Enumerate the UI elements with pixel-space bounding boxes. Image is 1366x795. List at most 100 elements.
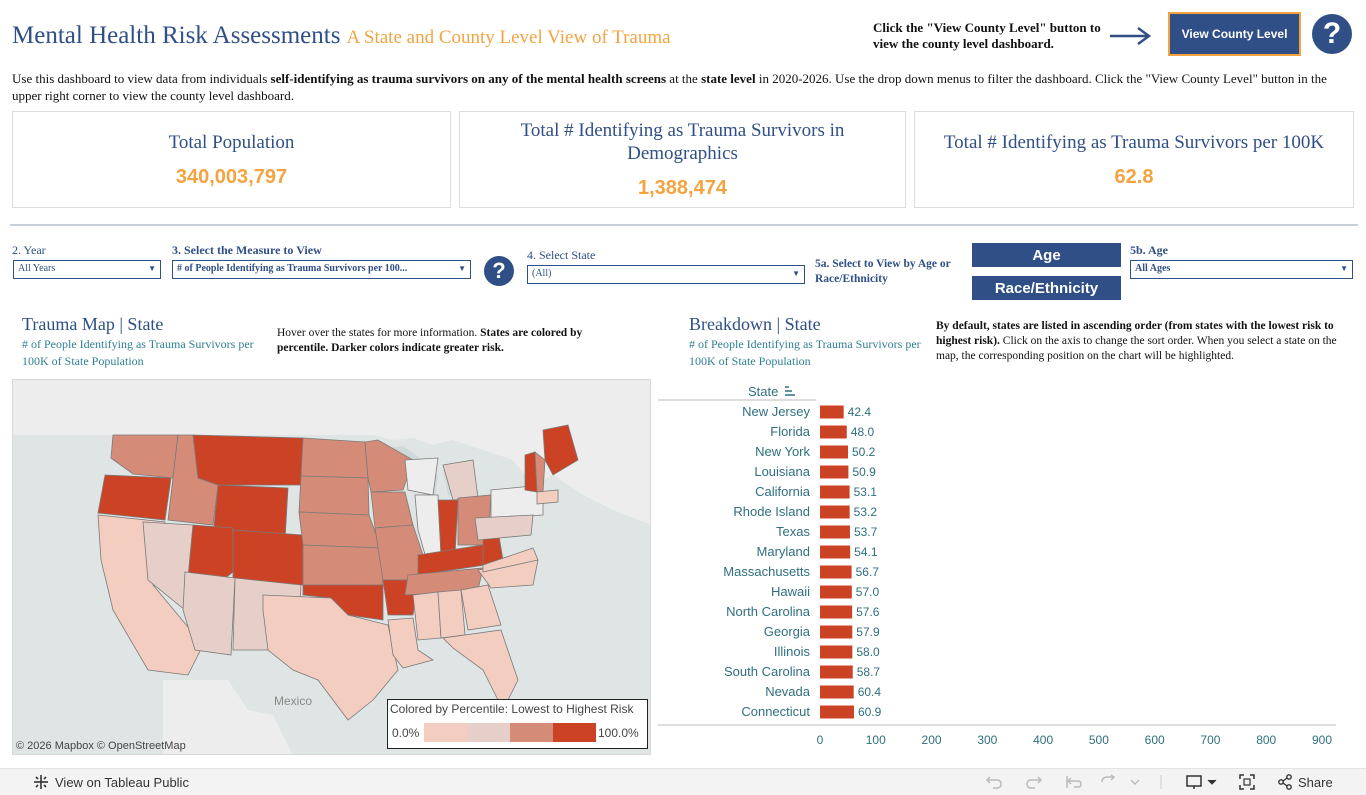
dashboard-title: Mental Health Risk Assessments A State an… xyxy=(12,22,671,50)
view-on-tableau-public-link[interactable]: View on Tableau Public xyxy=(55,775,189,790)
x-tick-label: 100 xyxy=(866,733,886,747)
bar-category-label[interactable]: Texas xyxy=(776,524,810,539)
undo-icon[interactable] xyxy=(985,774,1003,790)
x-tick-label: 600 xyxy=(1145,733,1165,747)
bar-category-label[interactable]: Rhode Island xyxy=(733,504,810,519)
bar-category-label[interactable]: Florida xyxy=(770,424,811,439)
chart-section-note: By default, states are listed in ascendi… xyxy=(936,319,1346,364)
bar[interactable] xyxy=(820,565,852,579)
x-tick-label: 400 xyxy=(1033,733,1053,747)
state-north-dakota xyxy=(300,437,369,479)
bar[interactable] xyxy=(820,505,850,519)
bar[interactable] xyxy=(820,445,849,459)
bar[interactable] xyxy=(820,705,854,719)
bar[interactable] xyxy=(820,625,853,639)
bar-category-label[interactable]: Maryland xyxy=(757,544,810,559)
chart-canvas[interactable]: State New Jersey 42.4 Florida 48.0 New York 5… xyxy=(658,380,1358,755)
bar[interactable] xyxy=(820,425,847,439)
bar[interactable] xyxy=(820,605,853,619)
state-breakdown-chart[interactable]: State New Jersey 42.4 Florida 48.0 New York 5… xyxy=(658,380,1358,755)
redo-icon[interactable] xyxy=(1025,774,1043,790)
state-colorado xyxy=(232,529,304,586)
download-icon[interactable] xyxy=(1186,774,1218,790)
trauma-state-map[interactable] xyxy=(12,379,651,755)
map-note-bold: States are colored by percentile. Darker… xyxy=(277,327,583,354)
bar-category-label[interactable]: South Carolina xyxy=(724,664,811,679)
bar-value-label: 58.0 xyxy=(856,645,880,659)
bar-category-label[interactable]: New York xyxy=(755,444,810,459)
state-washington xyxy=(110,434,179,479)
map-section-note: Hover over the states for more informati… xyxy=(277,326,609,356)
bar-category-label[interactable]: North Carolina xyxy=(726,604,811,619)
desc-bold: self-identifying as trauma survivors on … xyxy=(270,71,667,86)
state-louisiana xyxy=(387,617,434,669)
map-attribution[interactable]: © 2026 Mapbox © OpenStreetMap xyxy=(16,740,186,752)
state-mississippi xyxy=(412,591,442,641)
bar[interactable] xyxy=(820,665,853,679)
bar-category-label[interactable]: Massachusetts xyxy=(723,564,810,579)
x-tick-label: 200 xyxy=(922,733,942,747)
share-link[interactable]: Share xyxy=(1298,775,1333,790)
state-georgia xyxy=(460,584,502,631)
kpi-total-population: Total Population 340,003,797 xyxy=(12,111,451,208)
state-iowa xyxy=(370,491,414,529)
measure-help-icon[interactable]: ? xyxy=(484,256,514,286)
bar[interactable] xyxy=(820,485,850,499)
bar-category-label[interactable]: Louisiana xyxy=(754,464,810,479)
bar-category-label[interactable]: Illinois xyxy=(774,644,811,659)
legend-swatch-4 xyxy=(553,723,596,742)
legend-min: 0.0% xyxy=(392,726,420,740)
state-south-dakota xyxy=(298,475,370,516)
bar[interactable] xyxy=(820,685,854,699)
bar-category-label[interactable]: Georgia xyxy=(764,624,811,639)
measure-select[interactable]: # of People Identifying as Trauma Surviv… xyxy=(172,260,471,279)
bar-value-label: 54.1 xyxy=(854,545,878,559)
sort-icon[interactable] xyxy=(785,386,795,396)
bar-category-label[interactable]: California xyxy=(755,484,811,499)
bar-category-label[interactable]: Connecticut xyxy=(741,704,810,719)
bar[interactable] xyxy=(820,465,849,479)
refresh-icon[interactable] xyxy=(1100,774,1142,790)
state-texas xyxy=(262,594,399,721)
race-ethnicity-toggle-button[interactable]: Race/Ethnicity xyxy=(972,276,1121,300)
view-county-level-button[interactable]: View County Level xyxy=(1168,12,1301,56)
bar-category-label[interactable]: Hawaii xyxy=(771,584,810,599)
x-tick-label: 700 xyxy=(1200,733,1220,747)
bar-value-label: 57.9 xyxy=(856,625,880,639)
state-select[interactable]: (All) xyxy=(527,265,805,284)
desc-bold: state level xyxy=(701,71,756,86)
year-select[interactable]: All Years xyxy=(13,260,161,279)
help-icon[interactable]: ? xyxy=(1312,14,1352,54)
share-icon[interactable] xyxy=(1277,774,1293,790)
bar[interactable] xyxy=(820,585,852,599)
x-tick-label: 800 xyxy=(1256,733,1276,747)
bar-category-label[interactable]: Nevada xyxy=(765,684,811,699)
kpi-trauma-per-100k: Total # Identifying as Trauma Survivors … xyxy=(914,111,1354,208)
bar-category-label[interactable]: New Jersey xyxy=(742,404,810,419)
bar-value-label: 50.2 xyxy=(852,445,876,459)
bar-value-label: 48.0 xyxy=(851,425,875,439)
bar-value-label: 53.7 xyxy=(854,525,878,539)
bar-value-label: 57.0 xyxy=(856,585,880,599)
age-toggle-button[interactable]: Age xyxy=(972,243,1121,267)
x-tick-label: 300 xyxy=(977,733,997,747)
kpi-total-trauma-survivors: Total # Identifying as Trauma Survivors … xyxy=(459,111,906,208)
arrow-right-icon xyxy=(1110,26,1152,46)
map-canvas[interactable] xyxy=(13,380,651,755)
chart-axis-header[interactable]: State xyxy=(748,384,778,399)
bar[interactable] xyxy=(820,405,844,419)
bar[interactable] xyxy=(820,525,850,539)
desc-part: in 2020-2026. Use the drop down menus to… xyxy=(12,71,1327,103)
bar[interactable] xyxy=(820,645,853,659)
kpi-value: 1,388,474 xyxy=(638,177,727,199)
tableau-logo-icon xyxy=(34,775,48,789)
desc-part: Use this dashboard to view data from ind… xyxy=(12,71,271,86)
state-kansas xyxy=(302,544,384,586)
kpi-label: Total # Identifying as Trauma Survivors … xyxy=(943,131,1325,153)
bar[interactable] xyxy=(820,545,851,559)
fullscreen-icon[interactable] xyxy=(1239,774,1255,790)
year-filter-label: 2. Year xyxy=(12,243,46,257)
revert-icon[interactable] xyxy=(1065,774,1083,790)
age-select[interactable]: All Ages xyxy=(1130,260,1353,279)
legend-max: 100.0% xyxy=(598,726,639,740)
